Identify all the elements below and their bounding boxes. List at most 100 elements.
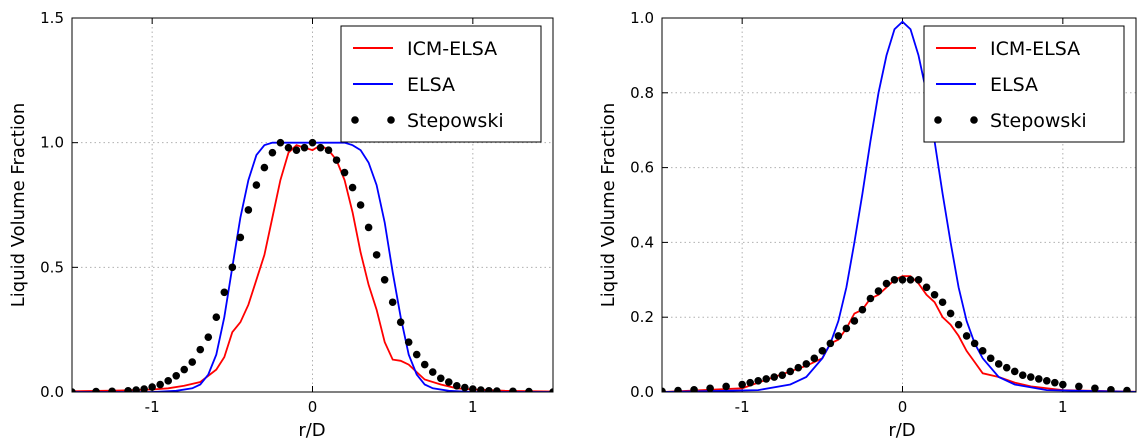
x-tick-label: 0: [308, 398, 318, 416]
data-point-stepowski: [493, 387, 501, 392]
data-point-stepowski: [292, 146, 301, 154]
data-point-stepowski: [778, 371, 787, 379]
data-point-stepowski: [525, 387, 533, 392]
y-axis-title-right: Liquid Volume Fraction: [598, 103, 619, 308]
data-point-stepowski: [356, 201, 365, 209]
x-tick-label: -1: [735, 398, 750, 416]
data-point-stepowski: [1002, 363, 1011, 372]
data-point-stepowski: [1107, 385, 1115, 392]
data-point-stepowski: [388, 298, 397, 307]
data-point-stepowski: [276, 138, 285, 147]
data-point-stepowski: [1091, 384, 1099, 392]
data-point-stepowski: [906, 276, 915, 284]
data-point-stepowski: [946, 309, 955, 318]
data-point-stepowski: [453, 381, 461, 390]
data-point-stepowski: [324, 146, 333, 154]
series-line-elsa: [662, 20, 1136, 392]
data-point-stepowski: [164, 376, 172, 385]
data-point-stepowski: [180, 365, 189, 374]
data-point-stepowski: [866, 294, 875, 303]
y-tick-label: 0.8: [630, 84, 654, 102]
data-point-stepowski: [954, 320, 963, 329]
legend-label: Stepowski: [990, 110, 1087, 132]
data-point-stepowski: [834, 332, 843, 340]
data-point-stepowski: [196, 345, 205, 354]
data-point-stepowski: [461, 383, 469, 392]
data-point-stepowski: [252, 181, 261, 189]
x-tick-label: 0: [898, 398, 908, 416]
x-axis-title-right: r/D: [888, 420, 915, 441]
data-point-stepowski: [922, 283, 931, 292]
legend-swatch: [970, 116, 978, 124]
data-point-stepowski: [260, 163, 269, 172]
data-point-stepowski: [890, 276, 899, 284]
data-point-stepowski: [212, 313, 221, 322]
data-point-stepowski: [412, 350, 421, 359]
data-point-stepowski: [818, 347, 827, 355]
data-point-stepowski: [722, 382, 730, 391]
data-point-stepowski: [1075, 382, 1083, 391]
data-point-stepowski: [986, 354, 995, 363]
data-point-stepowski: [188, 358, 197, 366]
legend-label: ELSA: [407, 74, 455, 96]
data-point-stepowski: [802, 360, 811, 368]
data-point-stepowski: [970, 339, 979, 348]
plot-frame: [661, 17, 1137, 393]
data-point-stepowski: [662, 387, 666, 392]
data-point-stepowski: [1123, 386, 1131, 392]
data-point-stepowski: [1043, 376, 1051, 385]
data-point-stepowski: [1059, 380, 1067, 389]
data-point-stepowski: [148, 383, 156, 391]
data-point-stepowski: [316, 143, 325, 152]
data-point-stepowski: [140, 385, 148, 392]
data-point-stepowski: [1034, 375, 1043, 383]
legend-label: ICM-ELSA: [407, 38, 497, 60]
data-point-stepowski: [706, 384, 714, 392]
x-tick-label: 1: [468, 398, 478, 416]
data-point-stepowski: [332, 156, 341, 164]
y-tick-label: 1.5: [40, 9, 64, 27]
data-point-stepowski: [396, 318, 405, 326]
chart-left: r/D Liquid Volume Fraction -1 0 1 0.0 0.5 1.0…: [8, 9, 554, 441]
data-point-stepowski: [746, 378, 754, 387]
data-point-stepowski: [1051, 378, 1059, 387]
data-point-stepowski: [754, 376, 762, 385]
data-point-stepowski: [882, 279, 891, 288]
y-axis-title-left: Liquid Volume Fraction: [8, 103, 29, 308]
data-point-stepowski: [1026, 373, 1035, 381]
data-point-stepowski: [108, 387, 116, 392]
data-point-stepowski: [826, 339, 835, 348]
data-point-stepowski: [850, 317, 859, 325]
y-tick-label: 0.0: [40, 383, 64, 401]
x-axis-title-left: r/D: [298, 420, 325, 441]
legend-swatch: [934, 116, 942, 124]
y-tick-label: 0.2: [630, 308, 654, 326]
data-point-stepowski: [477, 386, 485, 392]
data-point-stepowski: [690, 385, 698, 392]
data-point-stepowski: [380, 276, 389, 284]
data-point-stepowski: [738, 380, 746, 389]
data-point-stepowski: [938, 298, 947, 307]
data-point-stepowski: [228, 263, 237, 272]
data-point-stepowski: [364, 223, 373, 232]
data-point-stepowski: [930, 290, 939, 299]
data-point-stepowski: [842, 324, 851, 333]
data-point-stepowski: [874, 287, 883, 295]
data-point-stepowski: [308, 138, 317, 147]
data-point-stepowski: [436, 374, 445, 383]
y-tick-label: 1.0: [630, 9, 654, 27]
data-point-stepowski: [898, 276, 907, 284]
legend-swatch: [351, 116, 359, 124]
data-point-stepowski: [469, 385, 477, 392]
data-point-stepowski: [962, 332, 971, 340]
data-point-stepowski: [1018, 371, 1027, 379]
data-point-stepowski: [914, 276, 923, 284]
plot-frame: [71, 17, 554, 393]
y-tick-label: 0.6: [630, 159, 654, 177]
data-point-stepowski: [1010, 367, 1019, 376]
data-point-stepowski: [978, 347, 987, 355]
data-point-stepowski: [92, 387, 100, 392]
chart-right: r/D Liquid Volume Fraction -1 0 1 0.0 0.2 0.4…: [598, 9, 1137, 441]
x-tick-label: 1: [1058, 398, 1068, 416]
